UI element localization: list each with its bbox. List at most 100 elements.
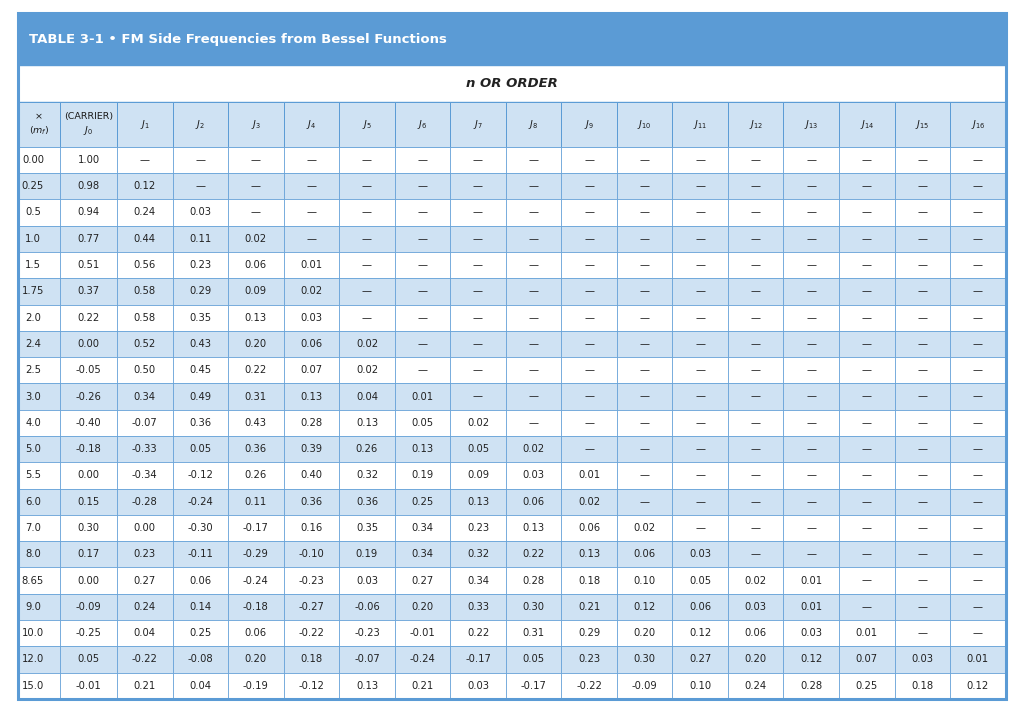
Text: —: — bbox=[528, 260, 539, 270]
Bar bbox=[284, 383, 339, 410]
Bar bbox=[895, 541, 950, 567]
Text: —: — bbox=[918, 286, 928, 296]
Bar bbox=[673, 252, 728, 279]
Text: —: — bbox=[695, 181, 706, 191]
Bar bbox=[173, 331, 228, 357]
Text: —: — bbox=[973, 523, 983, 533]
Bar bbox=[673, 304, 728, 331]
Text: 0.34: 0.34 bbox=[467, 576, 489, 586]
Bar bbox=[228, 567, 284, 594]
Text: 0.19: 0.19 bbox=[355, 549, 378, 559]
Text: -0.34: -0.34 bbox=[132, 470, 158, 480]
Bar bbox=[561, 436, 616, 463]
Bar bbox=[228, 541, 284, 567]
Text: 0.04: 0.04 bbox=[134, 628, 156, 638]
Text: —: — bbox=[695, 339, 706, 349]
Bar bbox=[60, 102, 117, 147]
Text: 0.23: 0.23 bbox=[189, 260, 211, 270]
Bar bbox=[839, 173, 895, 199]
Text: 0.13: 0.13 bbox=[300, 392, 323, 402]
Bar bbox=[506, 199, 561, 226]
Bar bbox=[339, 147, 394, 173]
Text: 0.35: 0.35 bbox=[356, 523, 378, 533]
Bar bbox=[18, 410, 60, 436]
Text: 0.06: 0.06 bbox=[189, 576, 211, 586]
Bar bbox=[18, 594, 60, 620]
Bar bbox=[228, 279, 284, 304]
Text: —: — bbox=[640, 365, 649, 375]
Text: -0.22: -0.22 bbox=[132, 654, 158, 664]
Bar bbox=[783, 304, 839, 331]
Bar bbox=[18, 13, 1006, 65]
Text: 0.22: 0.22 bbox=[467, 628, 489, 638]
Bar bbox=[839, 541, 895, 567]
Bar bbox=[616, 357, 673, 383]
Bar bbox=[506, 647, 561, 672]
Text: $J_{14}$: $J_{14}$ bbox=[859, 118, 873, 131]
Text: -0.12: -0.12 bbox=[187, 470, 213, 480]
Bar bbox=[783, 279, 839, 304]
Bar bbox=[616, 383, 673, 410]
Text: $J_{16}$: $J_{16}$ bbox=[971, 118, 985, 131]
Text: 0.18: 0.18 bbox=[911, 681, 933, 691]
Text: 0.02: 0.02 bbox=[467, 418, 489, 427]
Bar bbox=[117, 594, 173, 620]
Text: 0.02: 0.02 bbox=[578, 497, 600, 507]
Bar bbox=[117, 567, 173, 594]
Bar bbox=[173, 672, 228, 699]
Text: 0.02: 0.02 bbox=[522, 444, 545, 454]
Bar bbox=[228, 357, 284, 383]
Text: —: — bbox=[918, 339, 928, 349]
Bar bbox=[506, 488, 561, 515]
Text: —: — bbox=[973, 234, 983, 243]
Bar bbox=[60, 331, 117, 357]
Bar bbox=[18, 383, 60, 410]
Bar bbox=[616, 279, 673, 304]
Text: —: — bbox=[640, 444, 649, 454]
Bar bbox=[728, 383, 783, 410]
Bar bbox=[339, 672, 394, 699]
Text: 0.06: 0.06 bbox=[245, 260, 267, 270]
Bar bbox=[18, 357, 60, 383]
Text: 0.24: 0.24 bbox=[744, 681, 767, 691]
Bar bbox=[339, 594, 394, 620]
Bar bbox=[728, 173, 783, 199]
Bar bbox=[394, 357, 451, 383]
Text: 0.13: 0.13 bbox=[467, 497, 489, 507]
Bar bbox=[60, 279, 117, 304]
Text: —: — bbox=[640, 286, 649, 296]
Bar bbox=[173, 488, 228, 515]
Text: 0.05: 0.05 bbox=[467, 444, 489, 454]
Bar bbox=[60, 647, 117, 672]
Text: —: — bbox=[640, 470, 649, 480]
Text: 0.03: 0.03 bbox=[800, 628, 822, 638]
Bar bbox=[950, 541, 1006, 567]
Text: 0.27: 0.27 bbox=[134, 576, 156, 586]
Bar bbox=[451, 304, 506, 331]
Bar bbox=[950, 147, 1006, 173]
Bar bbox=[394, 541, 451, 567]
Bar bbox=[284, 147, 339, 173]
Bar bbox=[60, 515, 117, 541]
Bar bbox=[728, 304, 783, 331]
Bar bbox=[950, 567, 1006, 594]
Text: 0.05: 0.05 bbox=[689, 576, 712, 586]
Bar bbox=[117, 672, 173, 699]
Text: 0.13: 0.13 bbox=[522, 523, 545, 533]
Text: 0.06: 0.06 bbox=[245, 628, 267, 638]
Text: 0.29: 0.29 bbox=[578, 628, 600, 638]
Bar bbox=[394, 252, 451, 279]
Bar bbox=[728, 147, 783, 173]
Text: TABLE 3-1 • FM Side Frequencies from Bessel Functions: TABLE 3-1 • FM Side Frequencies from Bes… bbox=[29, 32, 446, 46]
Bar bbox=[506, 331, 561, 357]
Text: —: — bbox=[862, 181, 871, 191]
Bar bbox=[895, 147, 950, 173]
Bar bbox=[895, 173, 950, 199]
Text: 0.06: 0.06 bbox=[522, 497, 545, 507]
Text: 1.00: 1.00 bbox=[78, 155, 99, 165]
Bar bbox=[839, 436, 895, 463]
Text: —: — bbox=[695, 392, 706, 402]
Bar bbox=[173, 620, 228, 647]
Text: 0.34: 0.34 bbox=[412, 523, 433, 533]
Text: —: — bbox=[806, 392, 816, 402]
